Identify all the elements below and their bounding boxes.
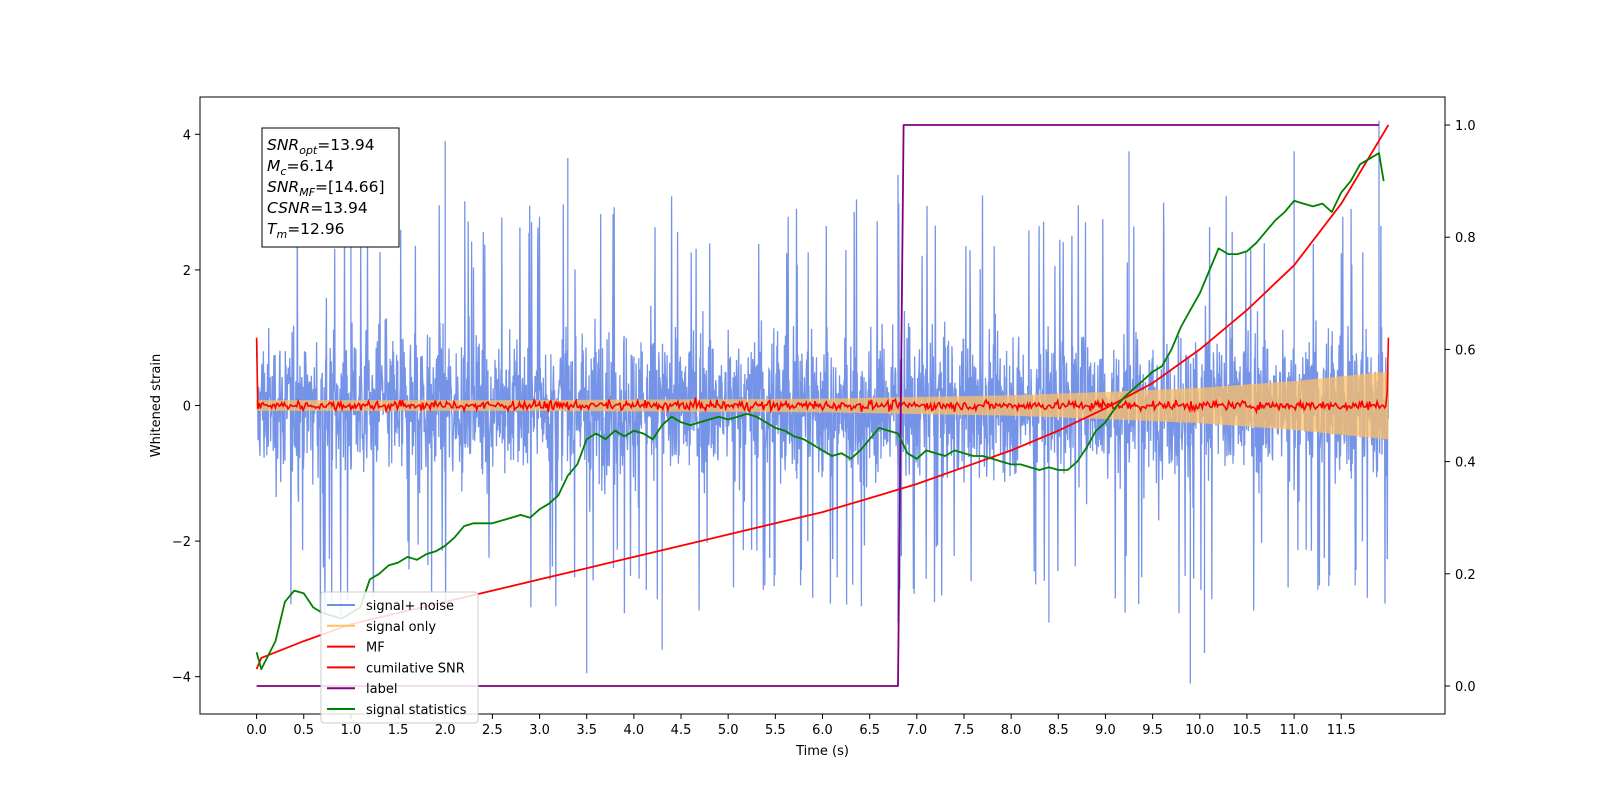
annotation-value: =13.94 [317, 136, 374, 154]
legend-label: label [366, 682, 397, 697]
x-tick-label: 3.5 [576, 723, 597, 738]
series-label [256, 124, 1379, 687]
x-tick-label: 1.5 [388, 723, 409, 738]
x-tick-label: 4.5 [671, 723, 692, 738]
annotation-line: SNRMF=[14.66] [267, 178, 385, 199]
y-axis-label: Whitened strain [149, 354, 164, 457]
series-signal-statistics [255, 152, 1385, 670]
x-tick-label: 6.0 [812, 723, 833, 738]
x-tick-label: 2.0 [435, 723, 456, 738]
legend-label: signal+ noise [366, 599, 454, 614]
y2-tick-label: 0.2 [1455, 568, 1476, 583]
x-tick-label: 11.0 [1280, 723, 1309, 738]
x-tick-label: 9.0 [1095, 723, 1116, 738]
annotation-symbol: CSNR [267, 199, 310, 217]
series-signal-plus-noise [255, 120, 1390, 684]
series-signal-only [256, 371, 1389, 440]
annotation-symbol: M [267, 157, 280, 175]
x-tick-label: 1.0 [341, 723, 362, 738]
annotation-subscript: c [280, 165, 286, 178]
y-tick-label: −2 [172, 535, 191, 550]
x-tick-label: 0.5 [293, 723, 314, 738]
x-tick-label: 3.0 [529, 723, 550, 738]
y-tick-label: 2 [183, 264, 191, 279]
y2-tick-label: 1.0 [1455, 119, 1476, 134]
axes-layer: 0.0 0.5 1.0 1.5 2.0 2.5 3.0 3.5 4.0 4.5 5.0 5.5 6.0 6… [172, 96, 1476, 738]
annotation-symbol: SNR [267, 178, 299, 196]
x-axis-label: Time (s) [795, 744, 849, 759]
annotation-symbol: T [267, 220, 278, 238]
annotation-box: SNRopt=13.94Mc=6.14SNRMF=[14.66]CSNR=13.… [261, 127, 400, 248]
x-tick-label: 4.0 [624, 723, 645, 738]
y2-tick-label: 0.4 [1455, 456, 1476, 471]
series-mf [255, 337, 1390, 415]
legend-label: MF [366, 641, 385, 656]
legend-label: cumilative SNR [366, 661, 465, 676]
x-tick-label: 8.0 [1001, 723, 1022, 738]
annotation-value: =13.94 [310, 199, 367, 217]
x-tick-label: 0.0 [246, 723, 267, 738]
annotation-value: =6.14 [286, 157, 334, 175]
annotation-value: =[14.66] [315, 178, 384, 196]
x-tick-label: 2.5 [482, 723, 503, 738]
annotation-line: Tm=12.96 [267, 220, 345, 241]
annotation-line: CSNR=13.94 [267, 199, 368, 217]
y-tick-label: 0 [183, 400, 191, 415]
x-tick-label: 8.5 [1048, 723, 1069, 738]
x-tick-label: 11.5 [1327, 723, 1356, 738]
legend-label: signal statistics [366, 703, 467, 718]
x-tick-label: 6.5 [859, 723, 880, 738]
legend: signal+ noise signal only MF cumilative SNR… [320, 591, 479, 724]
x-tick-label: 9.5 [1142, 723, 1163, 738]
legend-frame [320, 591, 479, 724]
annotation-symbol: SNR [267, 136, 299, 154]
x-tick-label: 5.0 [718, 723, 739, 738]
annotation-line: SNRopt=13.94 [267, 136, 375, 157]
y2-tick-label: 0.6 [1455, 343, 1476, 358]
legend-label: signal only [366, 620, 436, 635]
x-tick-label: 5.5 [765, 723, 786, 738]
x-tick-label: 10.0 [1185, 723, 1214, 738]
annotation-value: =12.96 [287, 220, 344, 238]
annotation-subscript: opt [299, 144, 318, 157]
y2-tick-label: 0.8 [1455, 231, 1476, 246]
annotation-frame [261, 127, 400, 248]
y2-tick-label: 0.0 [1455, 680, 1476, 695]
y-tick-label: −4 [172, 671, 191, 686]
annotation-subscript: m [276, 228, 287, 241]
x-tick-label: 10.5 [1232, 723, 1261, 738]
x-tick-label: 7.0 [906, 723, 927, 738]
y-tick-label: 4 [183, 128, 191, 143]
annotation-subscript: MF [299, 186, 315, 199]
x-tick-label: 7.5 [954, 723, 975, 738]
annotation-line: Mc=6.14 [267, 157, 334, 178]
